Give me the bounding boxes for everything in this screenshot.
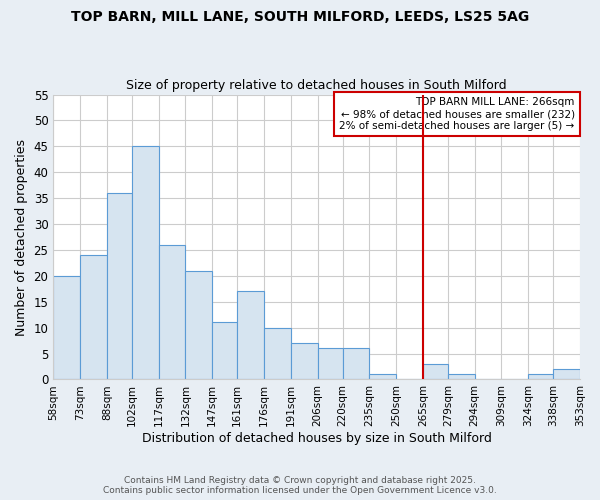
Bar [423, 364, 448, 380]
Bar [317, 348, 343, 380]
Bar [237, 292, 264, 380]
Bar [132, 146, 158, 380]
Bar [343, 348, 370, 380]
Bar [212, 322, 237, 380]
Bar [158, 245, 185, 380]
Bar [53, 276, 80, 380]
Bar [291, 343, 317, 380]
Bar [185, 270, 212, 380]
Bar [107, 193, 132, 380]
Y-axis label: Number of detached properties: Number of detached properties [15, 138, 28, 336]
Bar [80, 255, 107, 380]
Bar [528, 374, 553, 380]
Bar [553, 369, 580, 380]
Bar [264, 328, 291, 380]
Title: Size of property relative to detached houses in South Milford: Size of property relative to detached ho… [127, 79, 507, 92]
Text: TOP BARN MILL LANE: 266sqm
← 98% of detached houses are smaller (232)
2% of semi: TOP BARN MILL LANE: 266sqm ← 98% of deta… [340, 98, 575, 130]
Bar [370, 374, 396, 380]
X-axis label: Distribution of detached houses by size in South Milford: Distribution of detached houses by size … [142, 432, 491, 445]
Text: Contains HM Land Registry data © Crown copyright and database right 2025.
Contai: Contains HM Land Registry data © Crown c… [103, 476, 497, 495]
Text: TOP BARN, MILL LANE, SOUTH MILFORD, LEEDS, LS25 5AG: TOP BARN, MILL LANE, SOUTH MILFORD, LEED… [71, 10, 529, 24]
Bar [448, 374, 475, 380]
